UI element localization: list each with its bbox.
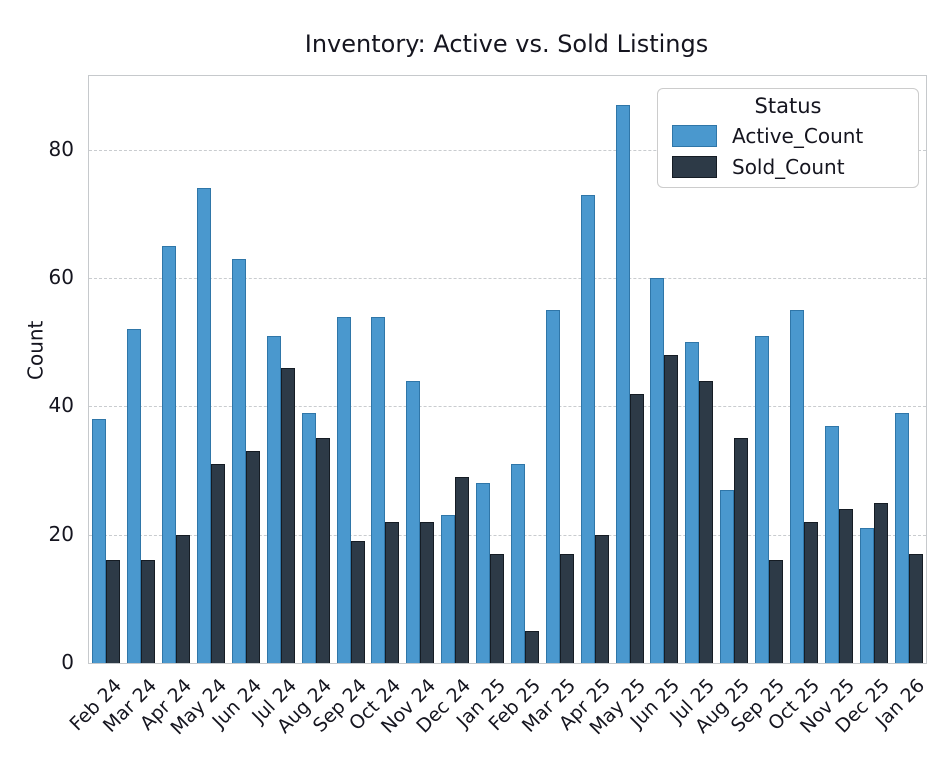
bar-active-count-may-24 — [197, 188, 212, 663]
bars-layer — [89, 76, 926, 663]
bar-sold-count-feb-24 — [106, 560, 121, 663]
bar-active-count-dec-25 — [859, 528, 874, 663]
bar-sold-count-dec-24 — [455, 476, 470, 663]
legend-swatch-sold-count — [672, 156, 717, 178]
gridline-y-40 — [89, 406, 926, 408]
x-axis-ticks: Feb 24 Mar 24 Apr 24 May 24 Jun 24 Jul 24 Aug … — [66, 668, 929, 772]
bar-sold-count-apr-25 — [594, 534, 609, 663]
bar-active-count-mar-24 — [127, 329, 142, 663]
bar-active-count-sep-25 — [755, 335, 770, 663]
bar-sold-count-dec-25 — [873, 502, 888, 663]
gridline-y-20 — [89, 534, 926, 536]
bar-active-count-jan-25 — [476, 483, 491, 663]
gridline-y-80 — [89, 149, 926, 151]
bar-sold-count-jan-26 — [908, 553, 923, 663]
bar-active-count-oct-25 — [789, 310, 804, 663]
legend-title: Status — [754, 94, 822, 118]
bar-sold-count-jan-25 — [490, 553, 504, 663]
bar-active-count-mar-25 — [545, 310, 560, 663]
y-tick-label-60: 60 — [48, 265, 74, 290]
bar-active-count-nov-24 — [406, 380, 421, 663]
bar-sold-count-nov-24 — [420, 521, 435, 663]
legend-label-active-count: Active_Count — [732, 124, 864, 148]
bar-active-count-may-25 — [615, 104, 630, 663]
bar-active-count-apr-25 — [580, 194, 595, 663]
bar-sold-count-apr-24 — [176, 534, 191, 663]
bar-active-count-oct-24 — [371, 316, 386, 663]
y-axis-ticks: 0 20 40 60 80 — [0, 75, 88, 672]
bar-sold-count-jul-24 — [280, 367, 295, 663]
bar-sold-count-jun-25 — [664, 355, 679, 663]
grid-layer — [89, 76, 926, 663]
legend-entry-active-count: Active_Count — [672, 124, 918, 148]
bar-active-count-feb-24 — [92, 419, 107, 663]
bar-active-count-sep-24 — [336, 316, 351, 663]
y-tick-label-0: 0 — [61, 650, 74, 674]
legend-label-sold-count: Sold_Count — [732, 155, 845, 179]
bar-sold-count-feb-25 — [524, 630, 539, 663]
bar-active-count-jun-25 — [650, 278, 665, 663]
bar-active-count-apr-24 — [162, 246, 177, 663]
y-tick-label-20: 20 — [48, 521, 74, 546]
legend-swatch-active-count — [672, 125, 717, 147]
bar-active-count-feb-25 — [510, 464, 525, 663]
bar-active-count-aug-25 — [720, 489, 735, 663]
bar-active-count-aug-24 — [301, 412, 316, 663]
bar-active-count-nov-25 — [824, 425, 839, 663]
bar-active-count-jul-25 — [685, 342, 700, 663]
gridline-y-60 — [89, 278, 926, 280]
plot-area: Status Active_Count Sold_Count — [88, 75, 927, 664]
y-tick-label-80: 80 — [48, 136, 74, 161]
bar-sold-count-may-24 — [211, 464, 225, 663]
legend: Status Active_Count Sold_Count — [657, 88, 919, 188]
y-tick-label-40: 40 — [48, 393, 74, 418]
chart-title: Inventory: Active vs. Sold Listings — [304, 30, 709, 58]
bar-sold-count-mar-24 — [141, 560, 156, 663]
bar-active-count-jul-24 — [266, 335, 281, 663]
legend-entry-sold-count: Sold_Count — [672, 155, 918, 179]
bar-sold-count-sep-24 — [350, 541, 365, 663]
bar-sold-count-jul-25 — [699, 380, 714, 663]
bar-active-count-dec-24 — [441, 515, 456, 663]
bar-sold-count-mar-25 — [559, 553, 574, 663]
bar-sold-count-aug-24 — [315, 438, 330, 663]
bar-sold-count-oct-24 — [385, 521, 400, 663]
bar-active-count-jan-26 — [894, 412, 909, 663]
bar-sold-count-sep-25 — [769, 560, 783, 663]
bar-active-count-jun-24 — [231, 258, 246, 663]
bar-sold-count-oct-25 — [803, 521, 818, 663]
bar-sold-count-nov-25 — [838, 509, 853, 663]
bar-sold-count-aug-25 — [734, 438, 749, 663]
bar-sold-count-jun-24 — [245, 451, 260, 663]
bar-sold-count-may-25 — [629, 393, 644, 663]
